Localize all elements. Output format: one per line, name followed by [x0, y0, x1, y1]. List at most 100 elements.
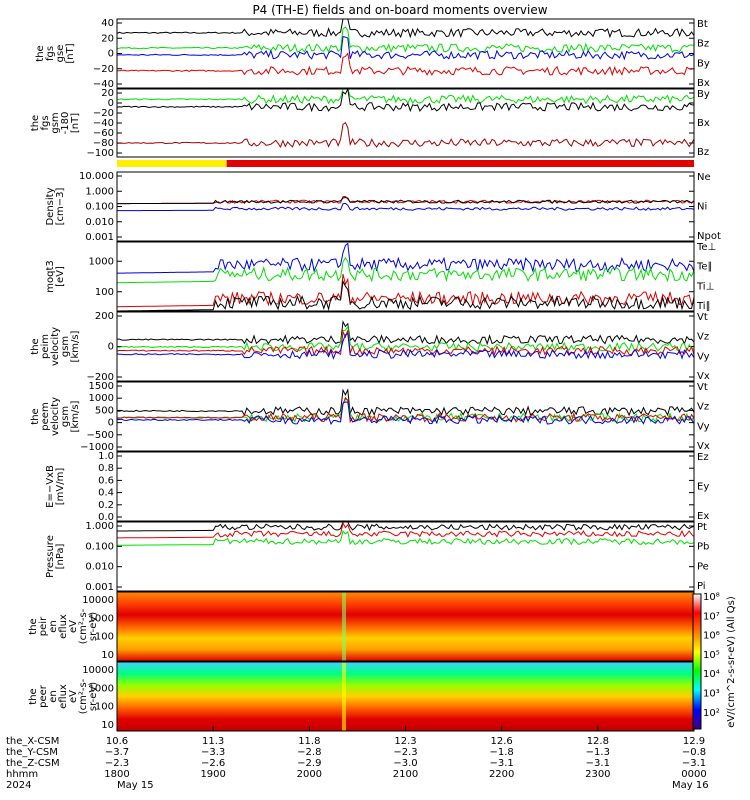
- series-temperature-Te∥: [117, 279, 695, 312]
- panel-fgs_gsm-ytick: 20: [101, 88, 114, 99]
- panel-fgs_gse-ytick: −20: [93, 64, 114, 75]
- legend-peem-1: Vz: [697, 402, 709, 413]
- panel-peem-ytick: 0: [108, 418, 114, 429]
- panel-peem-ylabel: [km/s]: [70, 400, 81, 432]
- colorbar-tick: 10⁶: [703, 631, 720, 642]
- spectrogram-peir-image: [117, 592, 694, 661]
- spectrogram-peer-ylabel: peer: [38, 684, 49, 708]
- series-fgs_gse-By: [116, 26, 695, 54]
- legend-density-2: Npot: [697, 231, 721, 242]
- mode-bar-fast: [117, 160, 227, 167]
- legend-peim-0: Vt: [697, 312, 708, 323]
- xrow-label-z: the_Z-CSM: [6, 758, 60, 769]
- panel-pressure-ytick: 0.001: [85, 582, 114, 593]
- series-fgs_gse-Bt: [116, 18, 695, 39]
- panel-fgs_gsm-ytick: −60: [93, 128, 114, 139]
- series-density-Npot: [117, 202, 695, 212]
- xrow-value-0-2: 11.8: [298, 736, 320, 747]
- series-peem-Vy: [116, 398, 695, 423]
- spectrogram-peer-ylabel: en: [48, 690, 59, 703]
- panel-pressure-ytick: 0.010: [85, 562, 114, 573]
- xrow-value-0-1: 11.3: [202, 736, 224, 747]
- panel-density-ytick: 10.000: [79, 171, 114, 182]
- panel-temperature: moqt3 [eV] 1000 100 Te⊥ Te∥ Ti⊥ Ti∥: [45, 241, 716, 312]
- panel-pressure-ylabel: Pressure: [45, 535, 56, 578]
- spectrogram-peer-ylabel: the: [28, 688, 39, 704]
- panel-peim: the peim velocity gsm [km/s] 200 0 −200 Vt Vz Vy Vx: [30, 311, 710, 383]
- spectrogram-peir-ylabel: the: [28, 618, 39, 634]
- x-axis-rows: the_X-CSM the_Y-CSM the_Z-CSM hhmm 2024 …: [6, 736, 709, 791]
- xrow-value-2-3: −3.0: [393, 758, 417, 769]
- panel-efield: E=−VxB [mV/m] 1.00.80.6 0.40.20.0 Ez Ey Ex: [45, 451, 709, 523]
- series-temperature-Ti∥: [117, 256, 695, 284]
- legend-temperature-2: Ti⊥: [696, 281, 714, 292]
- spectrogram-peir-ytick: 100: [95, 632, 114, 643]
- spectrogram-peir-ytick: 1000: [89, 613, 114, 624]
- panel-peem-ylabel: gsm: [60, 406, 71, 427]
- legend-temperature-1: Te∥: [696, 262, 713, 273]
- panel-peem-ytick: −500: [87, 430, 114, 441]
- panel-temperature-frame: [116, 241, 695, 312]
- legend-peim-1: Vz: [697, 332, 709, 343]
- panel-peim-ylabel: the: [30, 338, 41, 354]
- xrow-value-0-3: 12.3: [394, 736, 416, 747]
- panel-peim-ytick: 0: [108, 342, 114, 353]
- panel-density-ytick: 1.000: [85, 186, 114, 197]
- spectrogram-peir-ylabel: sr-eV): [88, 612, 99, 641]
- panel-peem-ytick: 500: [95, 405, 114, 416]
- spectrogram-peer-ytick: 100: [95, 702, 114, 713]
- panel-efield-ytick: 0.6: [98, 475, 114, 486]
- panel-fgs_gsm-ytick: −100: [87, 148, 114, 159]
- spectrogram-peer-image: [117, 662, 694, 731]
- xrow-value-1-0: −3.7: [105, 747, 129, 758]
- panel-peem-ytick: 1500: [89, 381, 114, 392]
- spectrogram-peir-ytick: 10000: [82, 595, 114, 606]
- xaxis-date-end: May 16: [672, 780, 709, 791]
- panel-peem-ytick: −1000: [80, 442, 114, 453]
- panel-peim-frame: [116, 311, 695, 382]
- series-fgs_gse-Bz: [116, 52, 695, 77]
- legend-fgs_gsm-0: By: [697, 89, 710, 100]
- panel-peim-ylabel: gsm: [60, 336, 71, 357]
- legend-fgs_gsm-1: Bx: [697, 118, 710, 129]
- xrow-value-3-6: 0000: [681, 769, 706, 780]
- xrow-value-3-2: 2000: [297, 769, 322, 780]
- legend-peem-2: Vy: [697, 421, 710, 432]
- panel-fgs_gsm: the fgs gsm -180 [nT] 200−20−40−60−80−100 By Bx…: [30, 87, 710, 159]
- legend-temperature-3: Ti∥: [696, 301, 711, 312]
- series-pressure-Pe: [117, 530, 695, 546]
- xrow-value-1-3: −2.3: [393, 747, 417, 758]
- colorbar-tick: 10³: [703, 689, 720, 700]
- spectrogram-peer-ytick: 10000: [82, 665, 114, 676]
- panel-fgs_gse-ytick: 40: [101, 18, 114, 29]
- panel-efield-ylabel: E=−VxB: [45, 465, 56, 508]
- xrow-label-hhmm: hhmm: [6, 769, 38, 780]
- panel-fgs_gse-ylabel: fgs: [45, 46, 56, 61]
- xrow-label-x: the_X-CSM: [6, 736, 59, 747]
- panel-density-frame: [116, 171, 695, 242]
- spectrogram-peir-ylabel: eV: [68, 620, 79, 633]
- panel-peem-ylabel: the: [30, 408, 41, 424]
- colorbar-tick: 10⁴: [703, 669, 720, 680]
- panel-temperature-ylabel: moqt3: [45, 260, 56, 293]
- legend-pressure-0: Pt: [697, 522, 707, 533]
- series-temperature-Te⊥: [117, 273, 695, 308]
- legend-peem-0: Vt: [697, 382, 708, 393]
- xaxis-date-start: May 15: [117, 780, 154, 791]
- series-density-Ne: [117, 195, 695, 205]
- spectrogram-peir-ylabel: peir: [38, 616, 49, 636]
- xrow-value-1-6: −0.8: [682, 747, 706, 758]
- xrow-value-1-4: −1.8: [490, 747, 514, 758]
- xrow-label-y: the_Y-CSM: [6, 747, 58, 758]
- panel-pressure-ylabel: [nPa]: [55, 543, 66, 569]
- panel-fgs_gse: the fgs gse [nT] 40 20 0 −20 −40 Bt Bz By Bx: [35, 18, 710, 90]
- legend-fgs_gsm-2: Bz: [697, 147, 709, 158]
- panel-efield-ytick: 0.4: [98, 488, 114, 499]
- legend-pressure-3: Pi: [697, 581, 706, 592]
- legend-fgs_gse-0: Bt: [697, 19, 708, 30]
- panel-peim-ytick: −200: [87, 372, 114, 383]
- series-peim-Vx: [116, 332, 695, 360]
- panel-fgs_gsm-ylabel: fgs: [40, 115, 51, 130]
- panel-peim-ylabel: velocity: [50, 327, 61, 366]
